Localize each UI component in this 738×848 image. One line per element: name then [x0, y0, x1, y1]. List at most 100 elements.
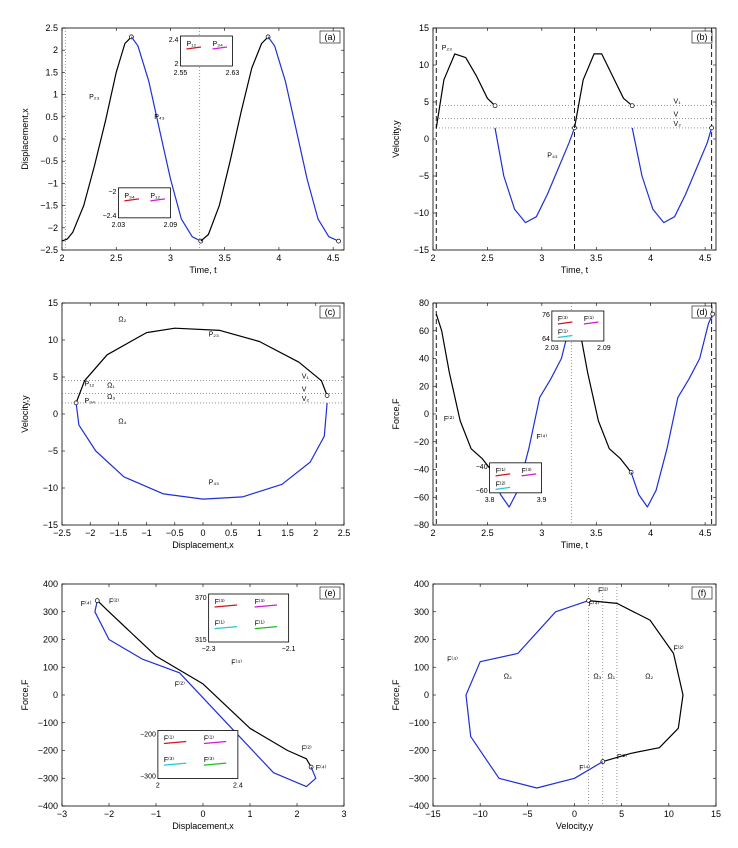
- panel-tag: (e): [325, 588, 336, 598]
- x-tick-label: −2.5: [53, 528, 71, 538]
- x-axis-label: Displacement,x: [172, 540, 234, 550]
- inset-label: P₃₄: [212, 41, 223, 48]
- region-label: P₄₃: [547, 153, 558, 160]
- inset-y-max-label: −200: [140, 732, 156, 739]
- inset-frame: [551, 310, 605, 342]
- trajectory-curve: [61, 36, 132, 242]
- inset-segment: [214, 604, 238, 608]
- x-tick-label: 1: [247, 809, 252, 819]
- x-tick-label: 3.5: [590, 253, 603, 263]
- y-tick-label: 0: [53, 134, 58, 144]
- y-tick-label: −5: [419, 171, 429, 181]
- inset-x-max-label: 2.09: [597, 345, 611, 352]
- inset-segment: [214, 625, 238, 630]
- inset-segment: [163, 740, 187, 745]
- y-tick-label: 5: [424, 97, 429, 107]
- inset-segment: [186, 46, 202, 50]
- y-tick-label: 100: [43, 662, 58, 672]
- inset-y-min-label: 315: [195, 637, 207, 644]
- x-tick-label: 0: [572, 809, 577, 819]
- x-tick-label: 3.5: [590, 528, 603, 538]
- x-tick-label: −1: [151, 809, 161, 819]
- y-tick-label: 200: [43, 635, 58, 645]
- y-tick-label: −200: [38, 746, 58, 756]
- y-tick-label: −60: [414, 492, 429, 502]
- x-tick-label: 3: [341, 809, 346, 819]
- level-label: V: [302, 386, 307, 393]
- inset-label: P₁₂: [186, 41, 196, 48]
- region-label: P₃₄: [85, 398, 96, 405]
- inset-y-min-label: −60: [476, 488, 488, 495]
- inset-x-min-label: 2.55: [174, 70, 188, 77]
- inset-y-min-label: 64: [542, 336, 550, 343]
- trajectory-curve: [573, 53, 633, 129]
- region-label: Ω₃: [107, 394, 115, 401]
- inset-label: F⁽³⁾: [522, 467, 532, 475]
- inset-segment: [203, 762, 227, 766]
- inset-box: 370 315 −2.3 −2.1 F⁽³⁾ F⁽³⁾ F⁽¹⁾ F⁽¹⁾: [195, 593, 296, 653]
- inset-label: F⁽³⁾: [164, 756, 174, 764]
- x-tick-label: 3: [539, 253, 544, 263]
- level-label: V₂: [674, 121, 682, 128]
- x-tick-label: −3: [57, 809, 67, 819]
- inset-segment: [557, 321, 573, 325]
- y-tick-label: 60: [419, 326, 429, 336]
- inset-segment: [557, 334, 573, 339]
- inset-x-max-label: 3.9: [537, 497, 547, 504]
- y-tick-label: −40: [414, 465, 429, 475]
- inset-x-max-label: 2.63: [226, 70, 240, 77]
- inset-x-max-label: 2.4: [233, 783, 243, 790]
- region-label: P₄₃: [154, 114, 165, 121]
- trajectory-curve: [75, 402, 328, 500]
- region-label: F⁽²⁾: [444, 415, 454, 423]
- level-label: V₁: [674, 99, 682, 106]
- y-tick-label: −200: [409, 746, 429, 756]
- trajectory-curve: [465, 600, 604, 789]
- inset-label: P₃₄: [124, 193, 135, 200]
- y-axis-label: Velocity,y: [20, 395, 30, 433]
- x-axis-label: Time, t: [561, 265, 589, 275]
- inset-y-min-label: −2.4: [103, 213, 117, 220]
- inset-segment: [495, 486, 511, 490]
- x-tick-label: 10: [664, 809, 674, 819]
- region-label: Ω₂: [118, 317, 126, 324]
- panel-tag: (d): [697, 307, 708, 317]
- region-label: F⁽⁴⁾: [81, 600, 92, 608]
- inset-segment: [495, 473, 511, 477]
- x-tick-label: −5: [522, 809, 532, 819]
- inset-y-min-label: −300: [140, 774, 156, 781]
- switch-point-marker: [336, 238, 341, 244]
- y-tick-label: 15: [48, 298, 58, 308]
- y-tick-label: −15: [414, 245, 429, 255]
- switch-point-marker: [492, 103, 498, 109]
- region-label: F⁽⁴⁾: [579, 764, 590, 772]
- switch-point-marker: [628, 469, 634, 475]
- x-tick-label: 3: [539, 528, 544, 538]
- inset-label: F⁽¹⁾: [215, 620, 225, 628]
- inset-x-min-label: 2.03: [545, 345, 559, 352]
- level-label: V: [674, 111, 679, 118]
- inset-label: F⁽³⁾: [255, 598, 265, 606]
- x-tick-label: 0: [200, 528, 205, 538]
- x-tick-label: 4.5: [699, 528, 712, 538]
- inset-label: F⁽²⁾: [496, 480, 506, 488]
- trajectory-curve: [96, 600, 312, 768]
- trajectory-curve: [435, 53, 496, 128]
- plot-frame: [61, 302, 345, 526]
- inset-x-max-label: 2.09: [164, 222, 178, 229]
- y-tick-label: −1.5: [40, 201, 58, 211]
- inset-x-max-label: −2.1: [282, 646, 296, 653]
- y-tick-label: −2: [48, 223, 58, 233]
- y-tick-label: −0.5: [40, 156, 58, 166]
- inset-segment: [254, 604, 278, 608]
- x-axis-label: Velocity,y: [556, 821, 594, 831]
- switch-point-marker: [324, 393, 330, 398]
- x-tick-label: 2.5: [481, 253, 494, 263]
- x-tick-label: 2: [430, 253, 435, 263]
- region-label: F⁽²⁾: [617, 753, 627, 761]
- x-tick-label: −2: [104, 809, 114, 819]
- region-label: F⁽²⁾: [674, 645, 684, 653]
- inset-label: F⁽³⁾: [558, 315, 568, 323]
- switch-point-marker: [709, 125, 714, 131]
- panel-tag: (f): [698, 588, 707, 598]
